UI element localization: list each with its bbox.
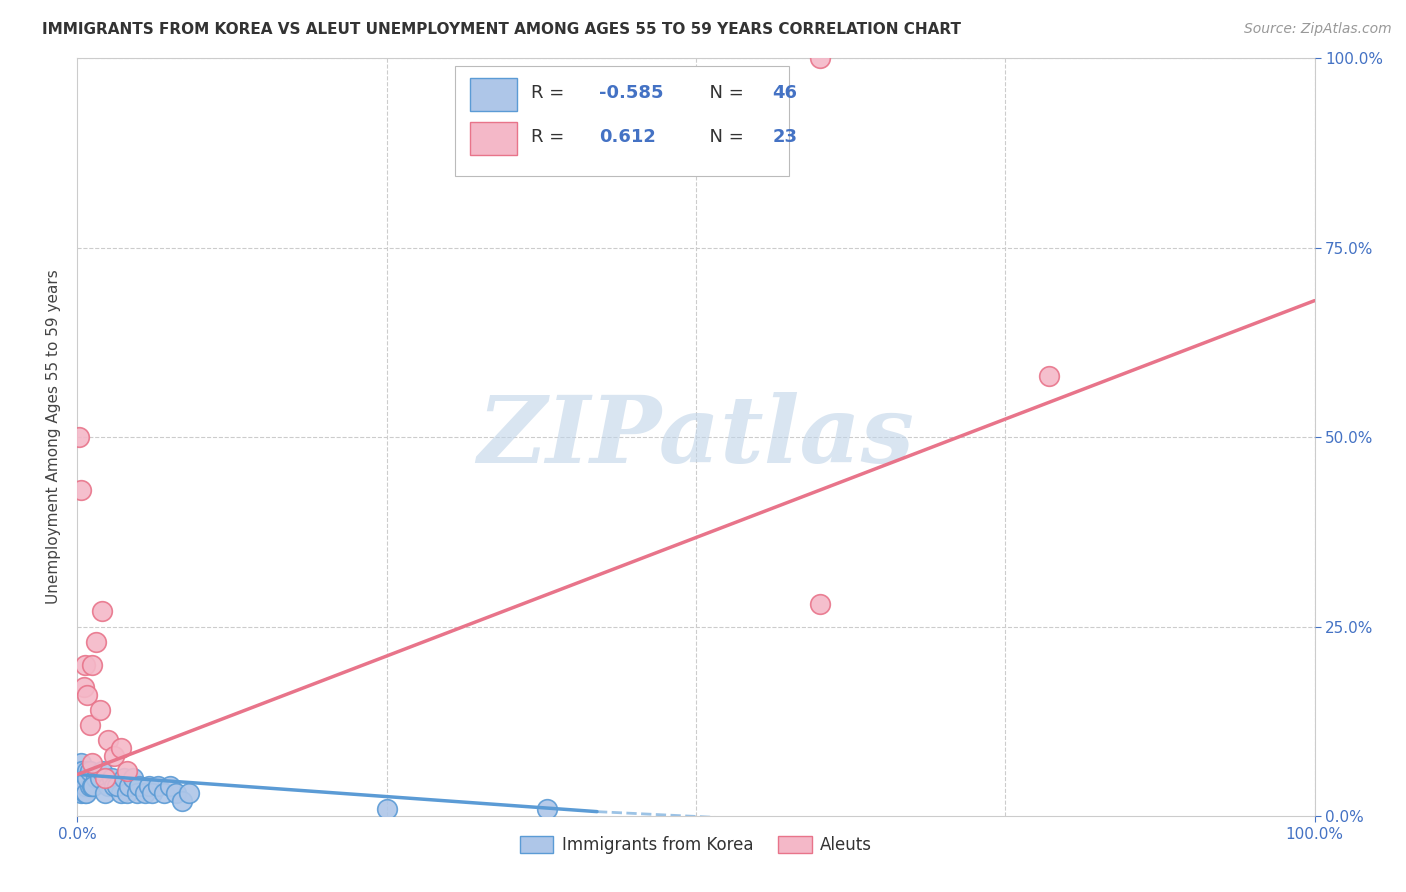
Point <box>177 787 200 801</box>
Point <box>118 779 141 793</box>
Text: N =: N = <box>699 84 749 102</box>
Text: R =: R = <box>531 128 576 145</box>
Point <box>73 779 96 793</box>
Point <box>77 771 100 786</box>
Point <box>105 779 128 793</box>
Point <box>82 779 104 793</box>
Point <box>172 794 194 808</box>
Point <box>70 756 93 771</box>
Point <box>84 771 107 786</box>
Point <box>112 771 135 786</box>
Point <box>93 771 115 786</box>
Point <box>1038 369 1060 384</box>
Point <box>76 771 98 786</box>
Point <box>97 733 120 747</box>
Text: 46: 46 <box>773 84 797 102</box>
Point <box>91 764 114 778</box>
Point <box>72 779 94 793</box>
Point <box>141 787 163 801</box>
Point <box>82 756 104 771</box>
Point <box>84 635 107 649</box>
Point <box>73 787 96 801</box>
Text: 23: 23 <box>773 128 797 145</box>
Point <box>70 483 93 498</box>
FancyBboxPatch shape <box>454 65 789 176</box>
Point <box>70 787 93 801</box>
Point <box>128 779 150 793</box>
Point <box>79 718 101 732</box>
Point <box>69 764 91 778</box>
Text: IMMIGRANTS FROM KOREA VS ALEUT UNEMPLOYMENT AMONG AGES 55 TO 59 YEARS CORRELATIO: IMMIGRANTS FROM KOREA VS ALEUT UNEMPLOYM… <box>42 22 962 37</box>
Text: N =: N = <box>699 128 749 145</box>
Y-axis label: Unemployment Among Ages 55 to 59 years: Unemployment Among Ages 55 to 59 years <box>46 269 62 605</box>
Point <box>72 771 94 786</box>
Point <box>808 597 831 611</box>
Point <box>97 779 120 793</box>
FancyBboxPatch shape <box>470 78 516 111</box>
Point <box>146 779 169 793</box>
Point <box>89 703 111 717</box>
FancyBboxPatch shape <box>470 121 516 155</box>
Point <box>159 779 181 793</box>
Text: 0.612: 0.612 <box>599 128 657 145</box>
Point <box>536 802 558 816</box>
Point <box>153 787 176 801</box>
Point <box>110 740 132 755</box>
Point <box>82 779 104 793</box>
Legend: Immigrants from Korea, Aleuts: Immigrants from Korea, Aleuts <box>513 830 879 861</box>
Point <box>69 771 91 786</box>
Point <box>125 787 148 801</box>
Point <box>115 787 138 801</box>
Point <box>115 764 138 778</box>
Point <box>76 688 98 702</box>
Point <box>67 779 90 793</box>
Point <box>72 771 94 786</box>
Point <box>101 771 124 786</box>
Point <box>89 771 111 786</box>
Point <box>79 779 101 793</box>
Point <box>72 764 94 778</box>
Point <box>375 802 398 816</box>
Point <box>122 771 145 786</box>
Point <box>808 51 831 65</box>
Text: R =: R = <box>531 84 571 102</box>
Point <box>75 779 97 793</box>
Point <box>75 787 97 801</box>
Point <box>165 787 187 801</box>
Text: Source: ZipAtlas.com: Source: ZipAtlas.com <box>1244 22 1392 37</box>
Point <box>93 787 115 801</box>
Point <box>134 787 156 801</box>
Point <box>67 430 90 444</box>
Point <box>91 605 114 619</box>
Text: ZIPatlas: ZIPatlas <box>478 392 914 482</box>
Point <box>73 657 96 672</box>
Point <box>82 657 104 672</box>
Text: -0.585: -0.585 <box>599 84 664 102</box>
Point <box>110 787 132 801</box>
Point <box>72 680 94 694</box>
Point <box>103 779 125 793</box>
Point <box>76 764 98 778</box>
Point <box>79 764 101 778</box>
Point <box>138 779 160 793</box>
Point <box>103 748 125 763</box>
